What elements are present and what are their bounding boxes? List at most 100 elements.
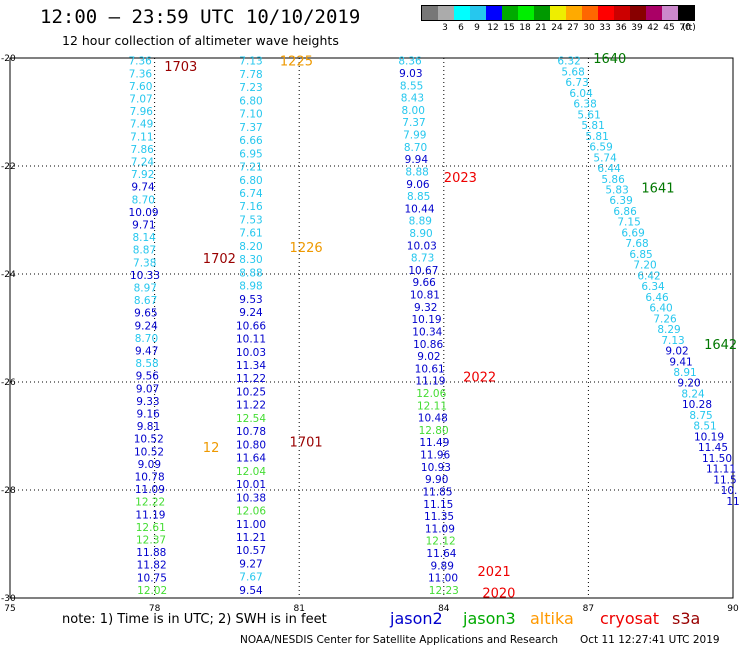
wave-height-value: 8.20 [239, 241, 262, 253]
wave-height-value: 11.96 [420, 450, 450, 462]
wave-height-value: 6.44 [597, 163, 621, 175]
color-scale-label: 45 [663, 23, 675, 33]
wave-height-value: 9.27 [239, 558, 262, 570]
color-swatch-13 [630, 6, 646, 20]
wave-height-value: 12.37 [136, 535, 166, 547]
satellite-jason3: jason3 [463, 609, 516, 628]
wave-height-value: 12.80 [419, 425, 449, 437]
pass-number-label: 1226 [290, 241, 323, 256]
latitude-tick-label: -24 [1, 270, 16, 280]
wave-height-value: 10.78 [236, 426, 266, 438]
map-frame [9, 57, 734, 599]
wave-height-value: 6.04 [569, 88, 593, 100]
wave-height-value: 7.23 [239, 82, 262, 94]
wave-height-value: 9.47 [135, 346, 158, 358]
pass-number-label: 2023 [444, 171, 477, 186]
color-scale-label: 42 [647, 23, 659, 33]
wave-height-value: 10.48 [418, 413, 448, 425]
wave-height-value: 6.73 [565, 77, 588, 89]
wave-height-value: 6.80 [239, 95, 262, 107]
wave-height-value: 9.65 [134, 308, 157, 320]
wave-height-value: 7.38 [133, 257, 156, 269]
wave-height-value: 11.00 [236, 519, 266, 531]
wave-height-value: 6.46 [645, 292, 669, 304]
color-swatch-15 [662, 6, 678, 20]
wave-height-value: 6.66 [239, 135, 263, 147]
pass-number-label: 1703 [164, 60, 197, 75]
longitude-tick-label: 75 [4, 604, 15, 614]
wave-height-value: 6.40 [649, 303, 672, 315]
pass-number-label: 2022 [463, 371, 496, 386]
wave-height-value: 10.67 [408, 265, 438, 277]
color-scale-bar [421, 5, 695, 21]
generated-timestamp: Oct 11 12:27:41 UTC 2019 [580, 634, 720, 646]
wave-height-value: 7.61 [239, 228, 262, 240]
color-swatch-7 [534, 6, 550, 20]
wave-height-value: 7.67 [239, 572, 262, 584]
wave-height-value: 7.92 [131, 169, 154, 181]
wave-height-value: 7.10 [239, 109, 262, 121]
color-swatch-12 [614, 6, 630, 20]
wave-height-value: 10.80 [236, 439, 266, 451]
latitude-tick-label: -30 [1, 594, 16, 604]
wave-height-value: 9.24 [134, 320, 158, 332]
wave-height-value: 11.11 [706, 464, 736, 476]
wave-height-value: 10.93 [421, 462, 451, 474]
wave-height-value: 6.34 [641, 281, 665, 293]
wave-height-value: 8.98 [239, 281, 262, 293]
wave-height-value: 7.37 [239, 122, 262, 134]
pass-number-label: 1701 [290, 435, 323, 450]
color-scale-label: 24 [551, 23, 563, 33]
color-scale-label: 39 [631, 23, 643, 33]
wave-height-value: 5.81 [585, 131, 608, 143]
color-swatch-5 [502, 6, 518, 20]
wave-height-value: 7.15 [617, 217, 640, 229]
wave-height-value: 8.55 [400, 80, 423, 92]
color-scale-label: 3 [442, 23, 448, 33]
color-swatch-11 [598, 6, 614, 20]
wave-height-value: 5.61 [577, 109, 600, 121]
wave-height-value: 7.16 [239, 201, 263, 213]
wave-height-value: 8.36 [398, 56, 422, 68]
wave-height-value: 6.69 [621, 227, 644, 239]
color-swatch-14 [646, 6, 662, 20]
wave-height-value: 9.09 [138, 459, 161, 471]
color-swatch-10 [582, 6, 598, 20]
wave-height-value: 7.37 [402, 117, 425, 129]
wave-height-value: 12.06 [416, 388, 446, 400]
wave-height-value: 10.33 [130, 270, 160, 282]
wave-height-value: 11.85 [422, 486, 452, 498]
wave-height-value: 12.11 [417, 400, 447, 412]
wave-height-value: 11.09 [425, 523, 455, 535]
wave-height-value: 7.20 [633, 260, 656, 272]
wave-height-value: 10.52 [134, 446, 164, 458]
satellite-altika: altika [530, 609, 574, 628]
wave-height-value: 10.28 [682, 399, 712, 411]
wave-height-value: 11.15 [423, 499, 453, 511]
wave-height-value: 7.13 [661, 335, 684, 347]
wave-height-value: 10.34 [412, 326, 442, 338]
latitude-tick-label: -22 [1, 162, 16, 172]
wave-height-value: 7.26 [653, 313, 677, 325]
wave-height-value: 11.64 [426, 548, 456, 560]
wave-height-value: 9.33 [136, 396, 159, 408]
color-scale-label: 27 [567, 23, 579, 33]
wave-height-value: 8.70 [132, 194, 155, 206]
wave-height-value: 12.06 [236, 506, 266, 518]
wave-height-value: 10.57 [236, 545, 266, 557]
color-swatch-1 [438, 6, 454, 20]
wave-height-value: 11.19 [415, 376, 445, 388]
wave-height-value: 10.25 [236, 386, 266, 398]
wave-height-value: 8.70 [135, 333, 158, 345]
wave-height-value: 10.38 [236, 492, 266, 504]
wave-height-value: 8.70 [404, 142, 427, 154]
wave-height-value: 12.54 [236, 413, 266, 425]
wave-height-value: 10.01 [236, 479, 266, 491]
wave-height-value: 8.30 [239, 254, 262, 266]
wave-height-value: 8.73 [411, 253, 434, 265]
map-subtitle: 12 hour collection of altimeter wave hei… [62, 33, 339, 48]
wave-height-value: 8.90 [409, 228, 432, 240]
wave-height-value: 10.61 [415, 363, 445, 375]
credit-line: NOAA/NESDIS Center for Satellite Applica… [240, 634, 558, 646]
